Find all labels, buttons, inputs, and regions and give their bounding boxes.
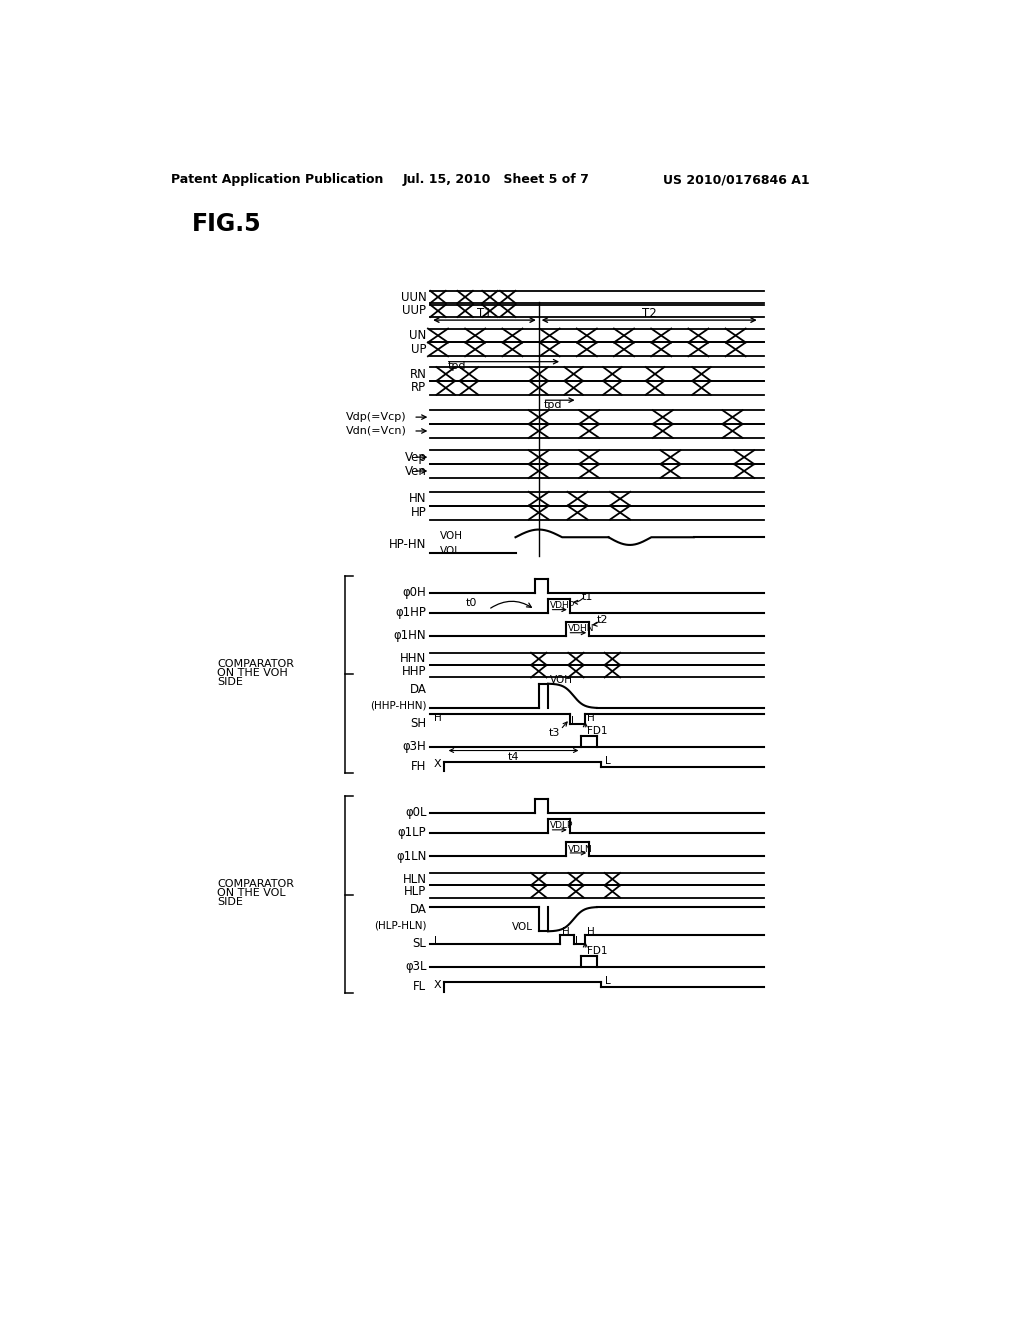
Text: Vdn(=Vcn): Vdn(=Vcn) — [346, 426, 407, 436]
Text: φ3L: φ3L — [404, 961, 426, 973]
Text: US 2010/0176846 A1: US 2010/0176846 A1 — [663, 173, 809, 186]
Text: Jul. 15, 2010   Sheet 5 of 7: Jul. 15, 2010 Sheet 5 of 7 — [403, 173, 590, 186]
Text: (HHP-HHN): (HHP-HHN) — [370, 700, 426, 710]
Text: VDHN: VDHN — [567, 624, 594, 634]
Text: COMPARATOR: COMPARATOR — [217, 659, 294, 668]
Text: COMPARATOR: COMPARATOR — [217, 879, 294, 888]
Text: H: H — [587, 927, 595, 937]
Text: ON THE VOL: ON THE VOL — [217, 888, 286, 898]
Text: HLN: HLN — [402, 873, 426, 886]
Text: H: H — [587, 713, 595, 723]
Text: VOH: VOH — [439, 531, 463, 541]
Text: ON THE VOH: ON THE VOH — [217, 668, 288, 677]
Text: RP: RP — [412, 381, 426, 395]
Text: DA: DA — [410, 903, 426, 916]
Text: Ven: Ven — [404, 465, 426, 478]
Text: UUP: UUP — [402, 305, 426, 317]
Text: t0: t0 — [465, 598, 477, 609]
Text: FH: FH — [411, 760, 426, 774]
Text: L: L — [575, 936, 581, 945]
Text: T2: T2 — [642, 308, 656, 321]
Text: HLP: HLP — [404, 884, 426, 898]
Text: FD1: FD1 — [587, 726, 607, 737]
Text: SH: SH — [411, 717, 426, 730]
Text: t1: t1 — [582, 593, 593, 602]
Text: L: L — [604, 975, 610, 986]
Text: VOL: VOL — [512, 921, 532, 932]
Text: φ1LN: φ1LN — [396, 850, 426, 862]
Text: Vep: Vep — [404, 450, 426, 463]
Text: φ1HN: φ1HN — [394, 630, 426, 643]
Text: tpd: tpd — [447, 362, 466, 371]
Text: HN: HN — [409, 492, 426, 506]
Text: t3: t3 — [549, 727, 560, 738]
Text: φ0L: φ0L — [404, 807, 426, 820]
Text: L: L — [571, 715, 578, 726]
Text: L: L — [434, 936, 440, 945]
Text: UUN: UUN — [400, 290, 426, 304]
Text: SL: SL — [413, 937, 426, 950]
Text: SIDE: SIDE — [217, 898, 243, 907]
Text: VDLN: VDLN — [567, 845, 592, 854]
Text: T1: T1 — [477, 308, 492, 321]
Text: DA: DA — [410, 684, 426, 696]
Text: HP: HP — [411, 506, 426, 519]
Text: (HLP-HLN): (HLP-HLN) — [374, 920, 426, 931]
Text: UP: UP — [411, 343, 426, 356]
Text: FIG.5: FIG.5 — [191, 211, 261, 236]
Text: φ3H: φ3H — [402, 741, 426, 754]
Text: X: X — [434, 979, 441, 990]
Text: HHN: HHN — [400, 652, 426, 665]
Text: L: L — [604, 755, 610, 766]
Text: FD1: FD1 — [587, 946, 607, 957]
Text: VDLP: VDLP — [550, 821, 573, 830]
Text: Vdp(=Vcp): Vdp(=Vcp) — [346, 412, 407, 422]
Text: H: H — [562, 927, 569, 937]
Text: HHP: HHP — [401, 665, 426, 677]
Text: tpd: tpd — [544, 400, 562, 409]
Text: φ0H: φ0H — [402, 586, 426, 599]
Text: VOL: VOL — [439, 546, 461, 556]
Text: H: H — [434, 713, 442, 723]
Text: φ1HP: φ1HP — [395, 606, 426, 619]
Text: t2: t2 — [597, 615, 608, 626]
Text: Patent Application Publication: Patent Application Publication — [171, 173, 383, 186]
Text: VDHP: VDHP — [550, 602, 574, 610]
Text: VOH: VOH — [550, 676, 573, 685]
Text: FL: FL — [414, 981, 426, 994]
Text: UN: UN — [410, 329, 426, 342]
Text: φ1LP: φ1LP — [397, 826, 426, 840]
Text: RN: RN — [410, 367, 426, 380]
Text: HP-HN: HP-HN — [389, 539, 426, 552]
Text: t4: t4 — [508, 751, 519, 762]
Text: SIDE: SIDE — [217, 677, 243, 686]
Text: X: X — [434, 759, 441, 770]
